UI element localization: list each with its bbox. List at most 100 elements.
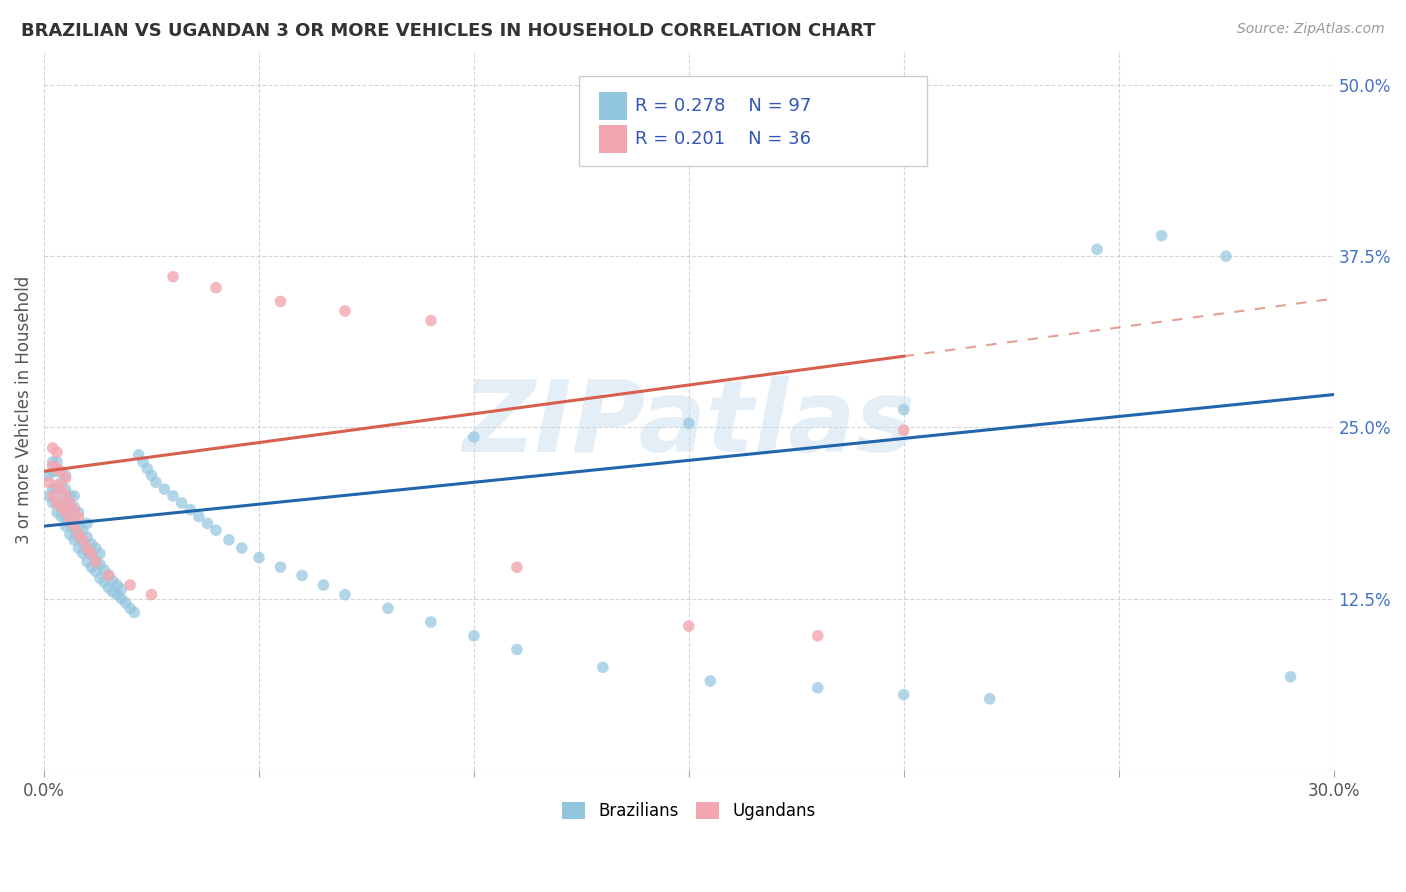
Point bbox=[41, 464, 63, 478]
Point bbox=[51, 509, 73, 524]
Point bbox=[291, 568, 314, 582]
Point bbox=[41, 441, 63, 455]
Point bbox=[179, 502, 201, 516]
Point bbox=[46, 482, 69, 496]
FancyBboxPatch shape bbox=[579, 76, 928, 166]
Point bbox=[162, 269, 184, 284]
Point bbox=[136, 461, 159, 475]
Point bbox=[807, 681, 830, 695]
Point bbox=[128, 448, 150, 462]
Point bbox=[59, 514, 82, 528]
Point bbox=[893, 688, 915, 702]
Point bbox=[51, 464, 73, 478]
Point bbox=[120, 578, 142, 592]
Point bbox=[51, 500, 73, 514]
Point bbox=[37, 489, 59, 503]
Point bbox=[63, 533, 86, 547]
Point bbox=[46, 496, 69, 510]
Point bbox=[592, 660, 614, 674]
Point bbox=[1279, 670, 1302, 684]
Point bbox=[67, 541, 90, 555]
Point bbox=[699, 673, 721, 688]
Point bbox=[51, 500, 73, 514]
Point bbox=[59, 502, 82, 516]
Point bbox=[67, 519, 90, 533]
Point bbox=[55, 519, 77, 533]
Point bbox=[63, 523, 86, 537]
Point bbox=[63, 500, 86, 514]
Point bbox=[506, 560, 529, 574]
Point bbox=[979, 691, 1001, 706]
Point bbox=[37, 468, 59, 483]
Point bbox=[67, 505, 90, 519]
Text: R = 0.201    N = 36: R = 0.201 N = 36 bbox=[634, 130, 811, 148]
Point bbox=[89, 558, 111, 572]
Point bbox=[76, 530, 98, 544]
Point bbox=[59, 496, 82, 510]
Point bbox=[46, 505, 69, 519]
Point bbox=[80, 560, 103, 574]
Point bbox=[1085, 243, 1108, 257]
Point bbox=[41, 458, 63, 473]
Point bbox=[153, 482, 176, 496]
Point bbox=[419, 615, 441, 629]
Point bbox=[463, 629, 485, 643]
Legend: Brazilians, Ugandans: Brazilians, Ugandans bbox=[555, 795, 823, 826]
Point bbox=[93, 575, 115, 590]
Point bbox=[312, 578, 335, 592]
Point bbox=[51, 475, 73, 490]
Point bbox=[270, 294, 292, 309]
Point bbox=[46, 478, 69, 492]
Point bbox=[89, 547, 111, 561]
Point bbox=[76, 516, 98, 531]
Point bbox=[59, 489, 82, 503]
Point bbox=[55, 489, 77, 503]
Point bbox=[678, 417, 700, 431]
Point bbox=[67, 530, 90, 544]
Point bbox=[63, 512, 86, 526]
Text: ZIPatlas: ZIPatlas bbox=[463, 376, 915, 474]
Y-axis label: 3 or more Vehicles in Household: 3 or more Vehicles in Household bbox=[15, 277, 32, 544]
FancyBboxPatch shape bbox=[599, 92, 627, 120]
Point bbox=[93, 563, 115, 577]
Point bbox=[170, 496, 193, 510]
Point bbox=[105, 578, 128, 592]
Point bbox=[114, 596, 136, 610]
Point bbox=[80, 548, 103, 562]
Point bbox=[141, 588, 163, 602]
Point bbox=[1150, 228, 1173, 243]
Point bbox=[124, 606, 146, 620]
Point bbox=[807, 629, 830, 643]
Point bbox=[72, 537, 94, 551]
Point bbox=[55, 468, 77, 483]
Point bbox=[59, 516, 82, 531]
Point bbox=[463, 430, 485, 444]
Point bbox=[41, 496, 63, 510]
Point bbox=[76, 543, 98, 558]
Point bbox=[187, 509, 209, 524]
Point bbox=[1215, 249, 1237, 263]
Point bbox=[270, 560, 292, 574]
Point bbox=[678, 619, 700, 633]
Point bbox=[141, 468, 163, 483]
Point bbox=[377, 601, 399, 615]
Point bbox=[76, 541, 98, 555]
Point bbox=[46, 496, 69, 510]
Point bbox=[162, 489, 184, 503]
Point bbox=[63, 519, 86, 533]
Point bbox=[37, 475, 59, 490]
Point bbox=[51, 489, 73, 503]
Text: Source: ZipAtlas.com: Source: ZipAtlas.com bbox=[1237, 22, 1385, 37]
Point bbox=[63, 489, 86, 503]
Point bbox=[72, 523, 94, 537]
Point bbox=[80, 547, 103, 561]
Text: BRAZILIAN VS UGANDAN 3 OR MORE VEHICLES IN HOUSEHOLD CORRELATION CHART: BRAZILIAN VS UGANDAN 3 OR MORE VEHICLES … bbox=[21, 22, 876, 40]
Point bbox=[72, 547, 94, 561]
Point bbox=[67, 509, 90, 524]
Point bbox=[97, 568, 120, 582]
Point bbox=[41, 455, 63, 469]
Point bbox=[97, 581, 120, 595]
Point bbox=[67, 527, 90, 541]
Point bbox=[110, 582, 132, 596]
Point bbox=[59, 527, 82, 541]
